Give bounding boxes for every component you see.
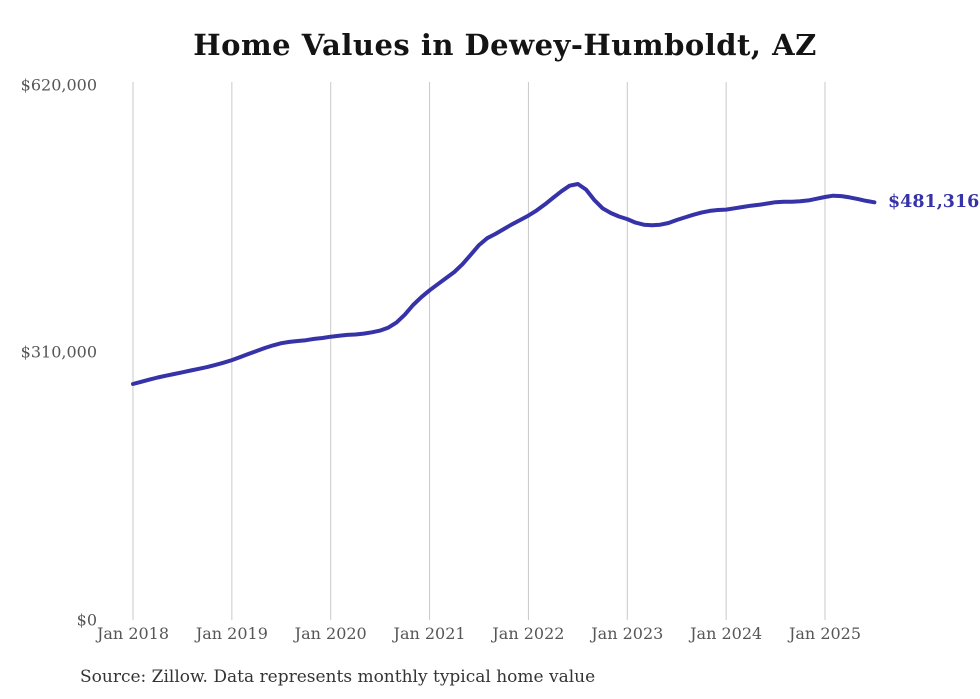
x-tick-label-jan-2021: Jan 2021: [393, 624, 466, 643]
x-tick-label-jan-2024: Jan 2024: [690, 624, 763, 643]
x-tick-label-jan-2022: Jan 2022: [492, 624, 565, 643]
y-tick-label-0: $0: [76, 610, 97, 630]
x-tick-label-jan-2019: Jan 2019: [195, 624, 268, 643]
latest-value-label: $481,316: [888, 192, 980, 212]
x-tick-label-jan-2018: Jan 2018: [96, 624, 170, 643]
x-tick-label-jan-2020: Jan 2020: [294, 624, 367, 643]
y-tick-label-310000: $310,000: [20, 342, 97, 362]
source-note: Source: Zillow. Data represents monthly …: [80, 667, 596, 687]
x-tick-label-jan-2023: Jan 2023: [591, 624, 664, 643]
y-tick-label-620000: $620,000: [20, 75, 97, 95]
chart-title: Home Values in Dewey-Humboldt, AZ: [193, 28, 817, 62]
x-tick-label-jan-2025: Jan 2025: [788, 624, 862, 643]
home-value-line: [131, 182, 877, 386]
